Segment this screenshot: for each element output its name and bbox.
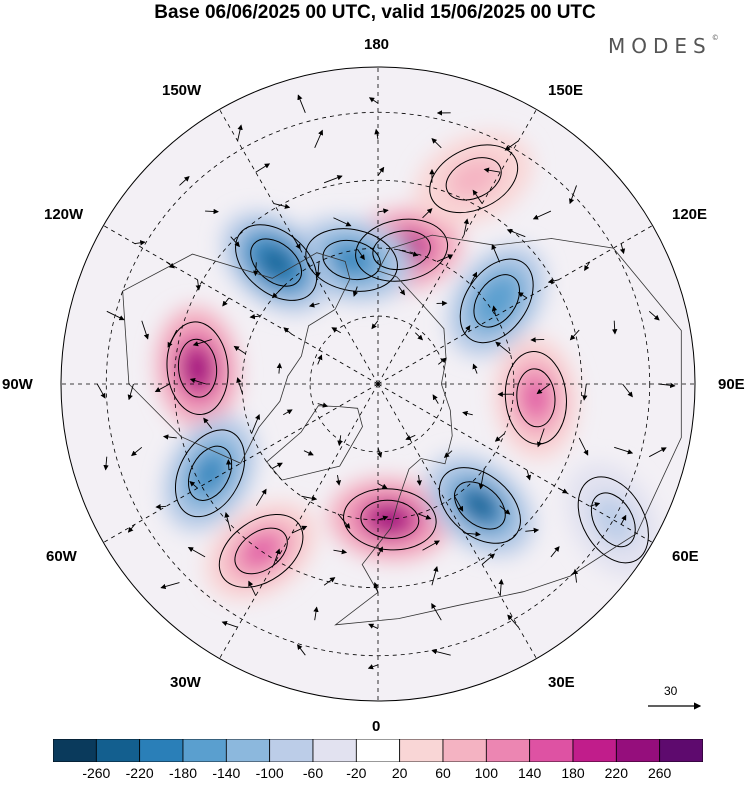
lon-label-60e: 60E bbox=[672, 548, 699, 565]
colorbar-tick-label: 20 bbox=[392, 765, 408, 781]
map-background bbox=[50, 60, 710, 720]
lon-label-180: 180 bbox=[364, 36, 389, 53]
wind-vector bbox=[205, 211, 218, 212]
colorbar-swatch bbox=[573, 739, 616, 762]
colorbar-tick-label: 60 bbox=[435, 765, 451, 781]
colorbar-tick-label: 180 bbox=[561, 765, 584, 781]
lon-label-150e: 150E bbox=[548, 82, 583, 99]
lon-label-90w: 90W bbox=[2, 376, 33, 393]
colorbar-tick-label: -60 bbox=[303, 765, 323, 781]
colorbar-swatch bbox=[53, 739, 96, 762]
colorbar-swatch bbox=[400, 739, 443, 762]
colorbar-tick-label: -180 bbox=[169, 765, 197, 781]
colorbar-ticks: -260 -220 -180 -140 -100 -60 -20 20 60 100 140 180 2… bbox=[0, 765, 750, 785]
lon-label-60w: 60W bbox=[46, 548, 77, 565]
lon-label-90e: 90E bbox=[718, 376, 745, 393]
colorbar-swatch bbox=[140, 739, 183, 762]
colorbar-swatch bbox=[616, 739, 659, 762]
lon-label-150w: 150W bbox=[162, 82, 201, 99]
reference-vector-label: 30 bbox=[664, 684, 677, 698]
colorbar-swatch bbox=[356, 739, 399, 762]
lon-label-120w: 120W bbox=[44, 206, 83, 223]
colorbar-tick-label: 260 bbox=[648, 765, 671, 781]
colorbar-swatch bbox=[486, 739, 529, 762]
colorbar-tick-label: -140 bbox=[212, 765, 240, 781]
colorbar-tick-label: -220 bbox=[126, 765, 154, 781]
lon-label-120e: 120E bbox=[672, 206, 707, 223]
colorbar-tick-label: -20 bbox=[346, 765, 366, 781]
wind-vector bbox=[228, 460, 229, 470]
colorbar-swatch bbox=[183, 739, 226, 762]
lon-label-30e: 30E bbox=[548, 674, 575, 691]
colorbar bbox=[53, 739, 703, 762]
colorbar-tick-label: 100 bbox=[475, 765, 498, 781]
colorbar-tick-label: 140 bbox=[518, 765, 541, 781]
colorbar-swatch bbox=[443, 739, 486, 762]
colorbar-tick-label: 220 bbox=[605, 765, 628, 781]
colorbar-swatch bbox=[226, 739, 269, 762]
graticule bbox=[56, 62, 699, 705]
colorbar-swatch bbox=[270, 739, 313, 762]
lon-label-30w: 30W bbox=[170, 674, 201, 691]
colorbar-tick-label: -260 bbox=[82, 765, 110, 781]
colorbar-swatch bbox=[96, 739, 139, 762]
lon-label-0: 0 bbox=[372, 718, 380, 735]
colorbar-swatch bbox=[313, 739, 356, 762]
colorbar-swatch bbox=[530, 739, 573, 762]
colorbar-tick-label: -100 bbox=[256, 765, 284, 781]
colorbar-swatch bbox=[660, 739, 703, 762]
polar-map bbox=[0, 0, 750, 740]
